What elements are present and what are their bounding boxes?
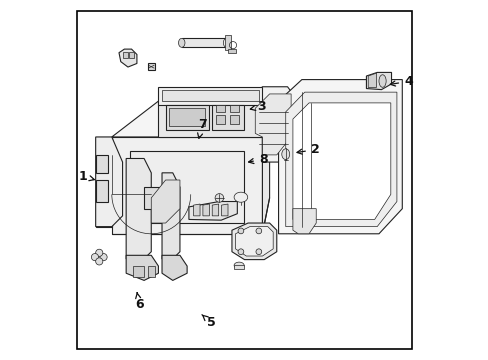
Polygon shape	[162, 173, 180, 259]
Polygon shape	[151, 180, 180, 223]
Text: 6: 6	[135, 293, 143, 311]
Polygon shape	[212, 105, 244, 130]
Text: 7: 7	[197, 118, 206, 138]
Polygon shape	[129, 151, 244, 223]
Text: 8: 8	[248, 153, 267, 166]
Ellipse shape	[223, 39, 229, 47]
Circle shape	[255, 249, 261, 255]
Polygon shape	[96, 137, 112, 226]
Polygon shape	[112, 137, 262, 234]
Polygon shape	[193, 204, 200, 216]
Circle shape	[100, 253, 107, 261]
Polygon shape	[366, 72, 391, 90]
Text: 5: 5	[202, 315, 215, 329]
Polygon shape	[162, 90, 258, 101]
Polygon shape	[133, 266, 144, 277]
Circle shape	[238, 249, 244, 255]
Polygon shape	[162, 255, 187, 280]
Polygon shape	[96, 137, 122, 226]
Polygon shape	[234, 265, 244, 269]
Polygon shape	[244, 87, 298, 162]
Polygon shape	[292, 209, 316, 234]
Text: 3: 3	[250, 100, 265, 113]
Ellipse shape	[178, 39, 184, 47]
Polygon shape	[203, 204, 209, 216]
Polygon shape	[144, 187, 165, 209]
Polygon shape	[278, 80, 402, 234]
Polygon shape	[96, 180, 108, 202]
Ellipse shape	[234, 262, 244, 269]
Circle shape	[215, 194, 223, 202]
Polygon shape	[169, 108, 204, 126]
Polygon shape	[230, 116, 239, 125]
Circle shape	[255, 228, 261, 234]
Circle shape	[91, 253, 99, 261]
Polygon shape	[235, 226, 273, 256]
Polygon shape	[119, 49, 137, 67]
Polygon shape	[129, 51, 134, 58]
Circle shape	[96, 249, 102, 256]
Polygon shape	[221, 204, 227, 216]
Polygon shape	[188, 202, 237, 220]
Circle shape	[96, 258, 102, 265]
Ellipse shape	[234, 192, 247, 202]
Polygon shape	[158, 87, 262, 105]
Text: 1: 1	[79, 170, 94, 183]
Polygon shape	[96, 155, 108, 173]
Text: 2: 2	[296, 143, 319, 156]
Polygon shape	[215, 116, 224, 125]
Polygon shape	[231, 223, 276, 260]
Polygon shape	[165, 105, 208, 130]
Ellipse shape	[378, 75, 386, 87]
Ellipse shape	[281, 149, 289, 159]
Polygon shape	[212, 204, 218, 216]
Text: 4: 4	[389, 75, 412, 88]
Polygon shape	[255, 94, 290, 155]
Polygon shape	[182, 39, 226, 47]
Polygon shape	[262, 101, 269, 234]
Polygon shape	[147, 63, 155, 69]
Circle shape	[238, 228, 244, 234]
Polygon shape	[292, 103, 390, 220]
Polygon shape	[158, 101, 269, 137]
Polygon shape	[228, 49, 235, 53]
Polygon shape	[147, 266, 155, 277]
Polygon shape	[112, 101, 269, 137]
Polygon shape	[126, 158, 151, 259]
Polygon shape	[224, 36, 230, 50]
Polygon shape	[285, 92, 396, 226]
Polygon shape	[215, 105, 224, 112]
Polygon shape	[126, 255, 158, 280]
Polygon shape	[367, 73, 376, 87]
Polygon shape	[122, 51, 128, 58]
Polygon shape	[230, 105, 239, 112]
